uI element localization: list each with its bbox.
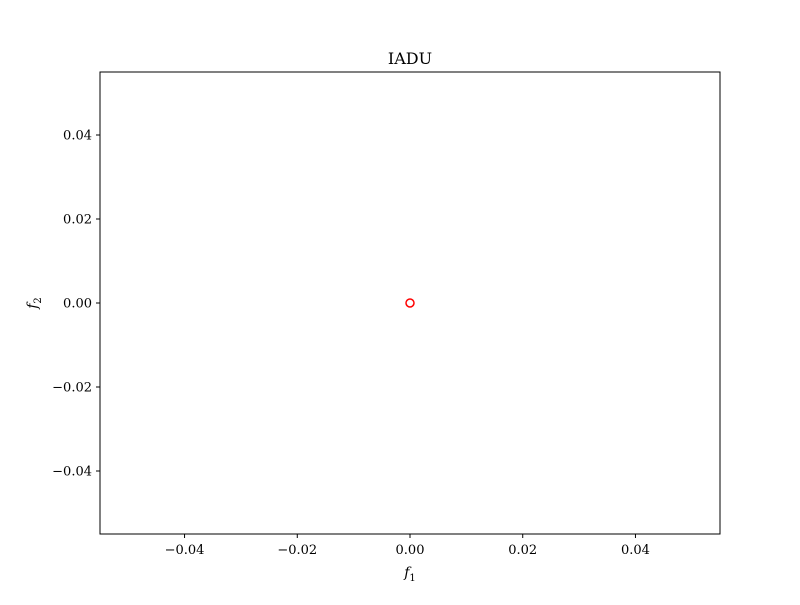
y-tick-label: 0.02: [63, 213, 92, 228]
y-axis-label: f2: [25, 297, 44, 310]
data-point: [405, 298, 415, 308]
y-tick-label: −0.04: [52, 465, 92, 480]
y-tick-label: 0.04: [63, 129, 92, 144]
plot-area: [99, 71, 721, 535]
y-tick-label: 0.00: [63, 297, 92, 312]
y-tick-label: −0.02: [52, 381, 92, 396]
x-tick-label: 0.02: [508, 543, 537, 558]
y-axis-label-subscript: 2: [33, 297, 44, 303]
x-axis-label: f1: [403, 565, 416, 584]
x-axis-label-subscript: 1: [409, 573, 415, 584]
x-axis-label-main: f: [403, 565, 412, 581]
data-points: [405, 298, 415, 308]
x-tick-label: −0.04: [165, 543, 205, 558]
y-axis: −0.04 −0.02 0.00 0.02 0.04: [52, 129, 100, 480]
x-tick-label: −0.02: [277, 543, 317, 558]
x-tick-label: 0.04: [621, 543, 650, 558]
x-axis: −0.04 −0.02 0.00 0.02 0.04: [165, 534, 650, 558]
x-tick-label: 0.00: [396, 543, 425, 558]
chart-title: IADU: [388, 49, 432, 68]
y-axis-label-main: f: [25, 301, 41, 310]
